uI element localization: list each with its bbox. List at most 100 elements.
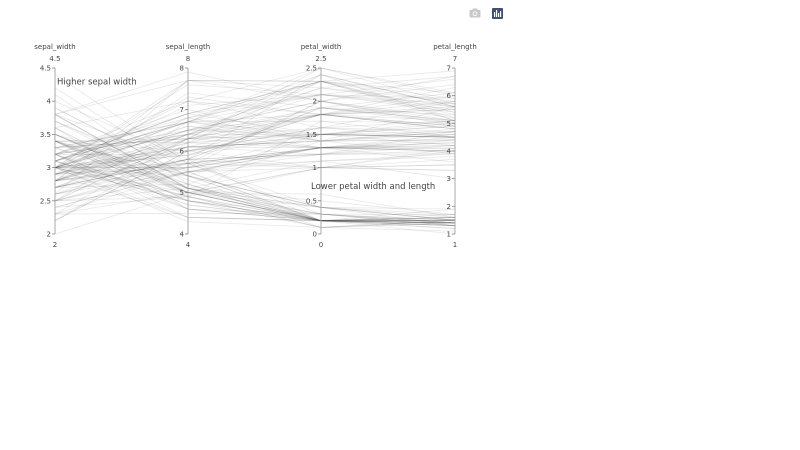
data-line	[54, 122, 456, 222]
axis-brush-handle[interactable]	[47, 68, 63, 234]
data-line	[54, 107, 456, 188]
axis-petal-width[interactable]: petal_width 2.5 00 0.5 1 1.5 2 2.5	[301, 43, 342, 249]
data-line	[54, 120, 456, 202]
data-line	[54, 100, 456, 229]
download-png-button[interactable]	[468, 6, 482, 20]
modebar	[468, 6, 504, 20]
data-line	[54, 147, 456, 215]
axis-title[interactable]: petal_width	[301, 43, 342, 51]
data-line	[54, 140, 456, 224]
data-line	[54, 100, 456, 202]
axis-petal-length[interactable]: petal_length 7 11 2 3 4 5 6 7	[433, 43, 477, 249]
tick-label: 6	[447, 92, 452, 100]
tick-label: 0.5	[306, 197, 317, 205]
data-line	[54, 75, 456, 115]
data-line	[54, 164, 456, 235]
data-line	[54, 107, 456, 188]
data-line	[54, 140, 456, 222]
data-line	[54, 100, 456, 182]
data-line	[54, 114, 456, 210]
data-line	[54, 167, 456, 222]
data-line	[54, 114, 456, 168]
data-line	[54, 127, 456, 235]
data-line	[54, 120, 456, 221]
data-line	[54, 80, 456, 162]
data-line	[54, 167, 456, 228]
data-line	[54, 87, 456, 182]
tick-label: 8	[180, 65, 184, 73]
data-line	[54, 120, 456, 188]
tick-label: 2.5	[306, 65, 317, 73]
data-line	[54, 158, 456, 208]
axis-title[interactable]: sepal_length	[166, 43, 210, 51]
data-line	[54, 160, 456, 228]
tick-label: 3	[47, 164, 51, 172]
data-line	[54, 153, 456, 227]
data-line	[54, 173, 456, 224]
data-line	[54, 100, 456, 155]
data-line	[55, 147, 456, 169]
data-line	[54, 87, 456, 168]
tick-label: 4	[180, 231, 185, 239]
data-line	[54, 134, 456, 227]
axis-range-min: 1	[453, 241, 457, 249]
data-line	[54, 153, 456, 202]
tick-label: 4	[47, 98, 52, 106]
data-line	[54, 131, 456, 175]
data-line	[54, 109, 456, 155]
tick-label: 2	[47, 231, 51, 239]
data-line	[54, 145, 456, 175]
data-line	[54, 138, 456, 215]
data-line	[54, 92, 456, 182]
data-line	[54, 120, 456, 222]
data-line	[54, 106, 456, 195]
plotly-logo-button[interactable]	[490, 6, 504, 20]
annotation-text: Lower petal width and length	[311, 182, 435, 192]
data-line	[54, 147, 456, 215]
axis-title[interactable]: petal_length	[433, 43, 477, 51]
data-line	[54, 160, 456, 222]
data-line	[54, 94, 456, 182]
data-line	[54, 153, 456, 227]
data-line	[54, 74, 456, 182]
data-line	[54, 139, 456, 195]
tick-label: 2.5	[40, 197, 51, 205]
tick-label: 3	[447, 175, 451, 183]
data-line	[54, 150, 456, 222]
data-line	[54, 133, 456, 177]
data-line	[54, 114, 456, 216]
data-line	[54, 140, 456, 221]
data-line	[54, 67, 456, 149]
data-line	[54, 100, 456, 202]
annotation-text: Higher sepal width	[57, 77, 137, 87]
data-line	[54, 107, 456, 215]
data-line	[54, 109, 456, 162]
data-line	[54, 127, 456, 228]
axis-sepal-width[interactable]: sepal_width 4.5 22 2.5 3 3.5 4 4.5	[34, 43, 75, 249]
data-line	[54, 127, 456, 149]
axis-title[interactable]: sepal_width	[34, 43, 75, 51]
axis-range-max: 2.5	[315, 55, 326, 63]
data-line	[54, 140, 456, 222]
axis-sepal-length[interactable]: sepal_length 8 44 5 6 7 8	[166, 43, 210, 249]
axis-range-max: 8	[186, 55, 190, 63]
data-line	[54, 134, 456, 218]
data-line	[54, 95, 456, 155]
data-line	[54, 145, 456, 188]
data-line	[54, 153, 456, 229]
data-line	[54, 142, 456, 175]
data-line	[54, 129, 455, 182]
data-line	[54, 114, 456, 168]
data-line	[54, 100, 456, 168]
data-line	[54, 114, 456, 188]
data-line	[54, 167, 456, 227]
axis-brush-handle[interactable]	[313, 68, 329, 234]
data-line	[54, 131, 456, 182]
axes: sepal_width4.5222.533.544.5sepal_length8…	[34, 43, 476, 249]
tick-label: 1.5	[306, 131, 317, 139]
data-line	[54, 160, 456, 202]
data-line	[54, 114, 456, 182]
data-line	[54, 146, 456, 182]
data-line	[54, 145, 456, 168]
